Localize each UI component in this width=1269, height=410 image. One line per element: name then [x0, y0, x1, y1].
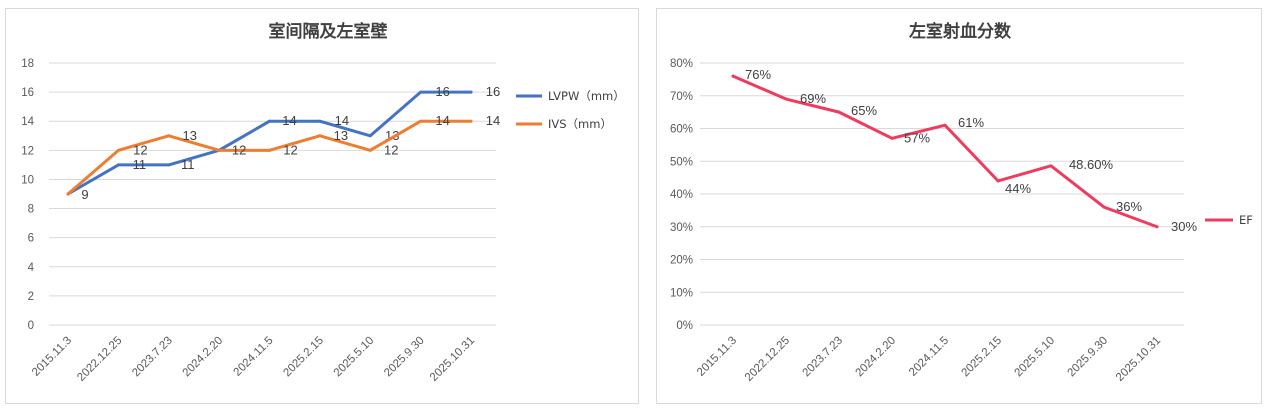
- y-tick-label: 0%: [676, 320, 693, 332]
- data-label: 61%: [958, 115, 984, 130]
- y-tick-label: 10: [21, 174, 34, 186]
- data-point: [784, 97, 788, 101]
- data-point: [368, 148, 372, 152]
- data-point: [837, 110, 841, 114]
- data-label: 14: [335, 113, 349, 128]
- data-label: 14: [435, 113, 449, 128]
- data-point: [268, 148, 271, 152]
- x-tick-label: 2025.5.10: [1012, 335, 1057, 380]
- y-tick-label: 30%: [670, 222, 693, 234]
- x-tick-label: 2023.7.23: [130, 335, 175, 380]
- data-label: 9: [81, 187, 88, 202]
- data-point: [368, 134, 372, 138]
- data-label: 13: [183, 128, 197, 143]
- x-tick-label: 2025.10.31: [1114, 335, 1163, 384]
- data-point: [116, 163, 120, 167]
- data-point: [469, 119, 473, 123]
- y-tick-label: 50%: [670, 156, 693, 168]
- data-label: 57%: [904, 130, 930, 145]
- data-label: 48.60%: [1069, 157, 1114, 172]
- data-point: [1049, 164, 1053, 168]
- data-label: 36%: [1116, 199, 1142, 214]
- data-point: [116, 148, 120, 152]
- data-label: 11: [181, 157, 195, 172]
- data-point: [167, 134, 171, 138]
- legend-label: IVS（mm）: [548, 117, 612, 131]
- data-label: 69%: [800, 91, 826, 106]
- data-label: 16: [486, 84, 500, 99]
- data-point: [419, 90, 423, 94]
- data-label: 12: [283, 142, 297, 157]
- data-point: [318, 134, 322, 138]
- x-tick-label: 2022.12.25: [75, 335, 124, 384]
- legend-label: LVPW（mm）: [548, 89, 625, 103]
- data-point: [1155, 225, 1159, 229]
- y-tick-label: 2: [28, 291, 34, 303]
- chart-panel-wall-thickness: 室间隔及左室壁 0 2 4 6 8 10 12 14 16 18 2015.11.3 2022.12.…: [5, 8, 639, 404]
- data-point: [943, 123, 947, 127]
- chart-svg-ejection-fraction: 左室射血分数 0% 10% 20% 30% 40% 50% 60% 70% 80% 2015.11…: [670, 21, 1253, 384]
- data-label: 14: [282, 113, 296, 128]
- x-tick-label: 2015.11.3: [30, 335, 74, 379]
- data-label: 44%: [1005, 181, 1031, 196]
- x-tick-label: 2024.2.20: [853, 335, 898, 380]
- data-point: [318, 119, 322, 123]
- y-tick-label: 8: [28, 204, 34, 216]
- chart-panel-ejection-fraction: 左室射血分数 0% 10% 20% 30% 40% 50% 60% 70% 80% 2015.11…: [656, 8, 1262, 404]
- x-tick-label: 2024.2.20: [181, 335, 226, 380]
- x-tick-label: 2025.9.30: [382, 335, 427, 380]
- data-label: 30%: [1171, 219, 1197, 234]
- data-label: 12: [133, 142, 147, 157]
- x-tick-label: 2025.2.15: [281, 335, 326, 380]
- data-point: [890, 136, 894, 140]
- data-point: [217, 148, 221, 152]
- data-label: 65%: [851, 103, 877, 118]
- y-tick-label: 18: [21, 58, 34, 70]
- data-point: [1102, 205, 1106, 209]
- data-label: 12: [384, 142, 398, 157]
- x-tick-label: 2023.7.23: [800, 335, 845, 380]
- y-tick-label: 14: [21, 116, 34, 128]
- series-line: [66, 119, 473, 196]
- series-line: [731, 74, 1159, 229]
- y-tick-label: 4: [28, 262, 35, 274]
- y-tick-label: 20%: [670, 255, 693, 267]
- y-tick-label: 6: [28, 233, 34, 245]
- series-line: [66, 90, 473, 196]
- x-tick-label: 2022.12.25: [743, 335, 792, 384]
- data-label: 11: [133, 157, 147, 172]
- data-point: [731, 74, 735, 78]
- data-point: [996, 179, 1000, 183]
- data-point: [66, 192, 70, 196]
- y-tick-label: 0: [28, 320, 34, 332]
- data-point: [419, 119, 423, 123]
- data-label: 76%: [745, 67, 771, 82]
- y-tick-label: 80%: [670, 58, 693, 70]
- legend-label: EF: [1239, 213, 1253, 227]
- y-tick-label: 16: [21, 87, 34, 99]
- data-label: 12: [232, 142, 246, 157]
- y-tick-label: 70%: [670, 91, 693, 103]
- x-tick-label: 2025.9.30: [1065, 335, 1110, 380]
- y-tick-label: 60%: [670, 124, 693, 136]
- data-point: [268, 119, 271, 123]
- x-tick-label: 2015.11.3: [695, 335, 739, 379]
- y-tick-label: 10%: [670, 287, 693, 299]
- x-tick-label: 2025.2.15: [959, 335, 1004, 380]
- x-tick-label: 2025.10.31: [428, 335, 477, 384]
- data-point: [469, 90, 473, 94]
- data-point: [167, 163, 171, 167]
- x-tick-label: 2024.11.5: [232, 335, 276, 379]
- x-tick-label: 2024.11.5: [907, 335, 951, 379]
- data-label: 16: [435, 84, 449, 99]
- data-label: 14: [486, 113, 500, 128]
- chart-title: 室间隔及左室壁: [269, 21, 388, 42]
- y-tick-label: 12: [21, 145, 34, 157]
- data-label: 13: [334, 128, 348, 143]
- chart-title: 左室射血分数: [909, 21, 1012, 42]
- chart-svg-wall-thickness: 室间隔及左室壁 0 2 4 6 8 10 12 14 16 18 2015.11.3 2022.12.…: [21, 21, 625, 384]
- x-tick-label: 2025.5.10: [332, 335, 377, 380]
- y-tick-label: 40%: [670, 189, 693, 201]
